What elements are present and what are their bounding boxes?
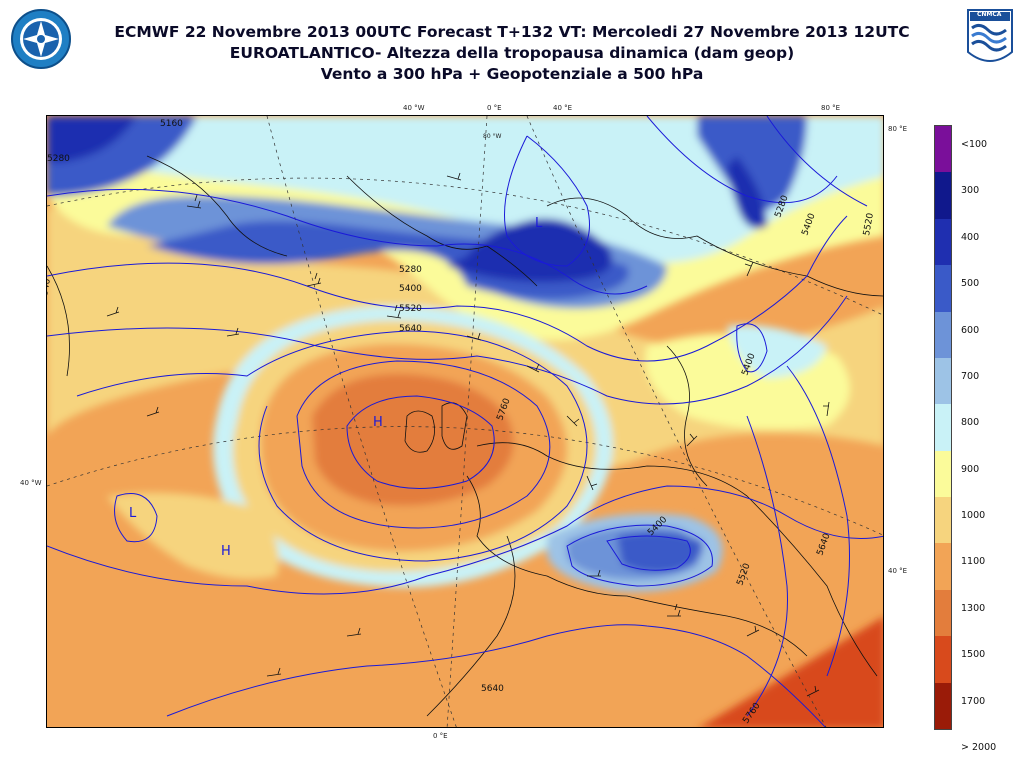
legend-label: 1100 [961,556,986,568]
coord-label-left-40w: 40 °W [20,479,42,487]
tropopause-field-layers [47,116,883,727]
cnmca-logo-icon: CNMCA [966,8,1014,68]
coord-label-inner-80w: 80 °W [483,133,502,140]
cnmca-logo-text: CNMCA [977,11,1002,18]
contour-label-5160: 5160 [160,119,183,129]
legend-swatch [935,357,951,405]
low-pressure-atlantic: L [129,506,137,521]
legend-label: 400 [961,231,980,243]
legend-swatch [935,265,951,313]
geopotential-contours [47,116,883,727]
legend-label: 600 [961,324,980,336]
legend-swatch [935,589,951,637]
legend-swatch [935,497,951,544]
wind-barbs [106,172,830,697]
contour-label-5520-b: 5520 [862,212,876,237]
low-pressure-scandinavia: L [535,216,543,231]
coord-label-right-80e: 80 °E [888,125,908,133]
legend-swatch [935,682,951,730]
coastlines [47,155,883,717]
title-line-1: ECMWF 22 Novembre 2013 00UTC Forecast T+… [114,23,910,41]
tropopause-height-map: 5160 5280 5280 5280 5400 5400 5400 5400 … [46,115,884,728]
legend-swatch [935,404,951,452]
map-canvas: 5160 5280 5280 5280 5400 5400 5400 5400 … [47,116,883,727]
legend-swatch [935,311,951,359]
legend-label: <100 [961,139,988,150]
legend-label: 1700 [961,695,986,707]
legend-label: 300 [961,185,980,197]
meteorological-service-emblem-icon [10,8,72,70]
legend-swatch [935,636,951,684]
legend-label: 900 [961,463,980,475]
legend-swatch [935,218,951,266]
contour-label-5640-a: 5640 [399,324,422,334]
coord-label-top-40e: 40 °E [553,104,573,112]
legend-label: 500 [961,278,980,290]
high-pressure-atlantic: H [221,544,231,559]
coord-label-top-40w: 40 °W [403,104,425,112]
legend-swatch [935,543,951,591]
coord-label-right-40e: 40 °E [888,567,908,575]
coord-label-bottom-0e: 0 °E [433,732,448,740]
legend-label: 700 [961,370,980,382]
legend-swatch [935,450,951,498]
title-line-2: EUROATLANTICO- Altezza della tropopausa … [229,44,795,62]
contour-label-5280-b: 5280 [399,265,422,275]
contour-label-5520-a: 5520 [399,304,422,314]
contour-label-5400-a: 5400 [399,284,422,294]
coord-label-top-80e: 80 °E [821,104,841,112]
coord-label-top-0e: 0 °E [487,104,502,112]
legend-swatch [935,126,951,173]
contour-label-5640-c: 5640 [481,684,504,694]
legend-label: 1500 [961,649,986,661]
color-legend-bar [934,125,952,730]
graticule-lines [47,116,883,727]
title-line-3: Vento a 300 hPa + Geopotenziale a 500 hP… [320,65,704,83]
high-pressure-uk: H [373,415,383,430]
legend-label: > 2000 [961,742,997,753]
contour-label-540: 540 [47,278,53,297]
map-header: ECMWF 22 Novembre 2013 00UTC Forecast T+… [0,22,1024,85]
legend-label: 800 [961,417,980,429]
legend-label: 1000 [961,510,986,522]
legend-swatch [935,172,951,220]
contour-label-5280-a: 5280 [47,154,70,164]
legend-label: 1300 [961,602,986,614]
